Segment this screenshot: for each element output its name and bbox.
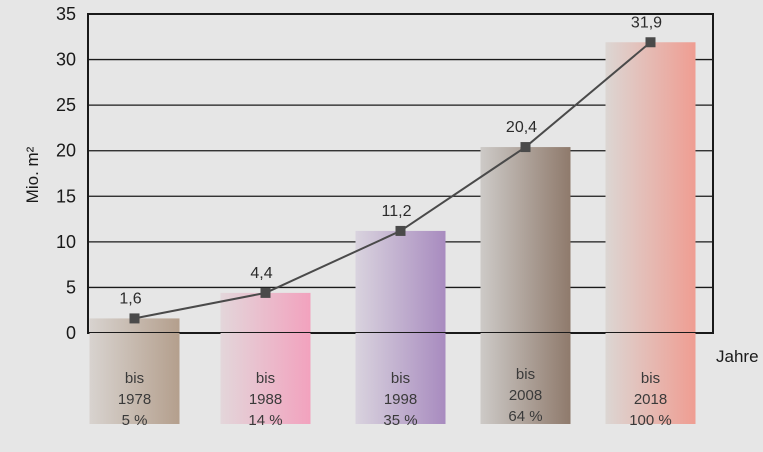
data-labels: 1,6 4,4 11,2 20,4 31,9 bbox=[119, 14, 662, 307]
category-label-line: 5 % bbox=[122, 412, 148, 429]
x-axis-label: Jahre bbox=[716, 347, 759, 366]
data-label: 4,4 bbox=[250, 265, 272, 282]
trend-line bbox=[129, 37, 656, 324]
category-label-line: 14 % bbox=[248, 412, 282, 429]
category-label-line: 1978 bbox=[118, 391, 151, 408]
y-tick-label: 5 bbox=[66, 277, 76, 297]
y-tick-label: 35 bbox=[56, 4, 76, 24]
bar bbox=[355, 230, 446, 333]
line-marker bbox=[395, 225, 406, 236]
category-label-line: bis bbox=[125, 370, 144, 387]
line-marker bbox=[129, 313, 140, 324]
bars bbox=[89, 42, 696, 334]
line-marker bbox=[520, 142, 531, 153]
y-tick-label: 15 bbox=[56, 186, 76, 206]
data-label: 20,4 bbox=[506, 119, 537, 136]
category-block bbox=[89, 333, 180, 424]
category-label-line: bis bbox=[641, 370, 660, 387]
category-block bbox=[480, 333, 571, 424]
category-block bbox=[355, 333, 446, 424]
category-label-line: 64 % bbox=[508, 408, 542, 425]
category-label-line: bis bbox=[391, 370, 410, 387]
bar bbox=[89, 318, 180, 333]
data-label: 1,6 bbox=[119, 290, 141, 307]
category-labels: bis 1978 5 % bis 1988 14 % bis 1998 35 % bis 2008 6… bbox=[89, 333, 696, 429]
y-tick-label: 10 bbox=[56, 232, 76, 252]
category-label-line: 100 % bbox=[629, 412, 672, 429]
category-block bbox=[605, 333, 696, 424]
line-marker bbox=[645, 37, 656, 48]
category-label-line: 2018 bbox=[634, 391, 667, 408]
y-tick-label: 25 bbox=[56, 95, 76, 115]
category-label-line: bis bbox=[256, 370, 275, 387]
bar bbox=[480, 147, 571, 333]
category-label-line: 1998 bbox=[384, 391, 417, 408]
data-label: 11,2 bbox=[382, 203, 412, 220]
y-tick-label: 20 bbox=[56, 141, 76, 161]
category-label-line: 1988 bbox=[249, 391, 282, 408]
category-block bbox=[220, 333, 311, 424]
category-label-line: bis bbox=[516, 366, 535, 383]
y-tick-label: 30 bbox=[56, 50, 76, 70]
data-label: 31,9 bbox=[631, 14, 662, 31]
category-label-line: 2008 bbox=[509, 387, 542, 404]
y-tick-labels: 0 5 10 15 20 25 30 35 bbox=[56, 4, 76, 343]
y-tick-label: 0 bbox=[66, 323, 76, 343]
y-axis-label: Mio. m² bbox=[23, 146, 42, 203]
line-marker bbox=[260, 287, 271, 298]
category-label-line: 35 % bbox=[383, 412, 417, 429]
bar bbox=[605, 42, 696, 334]
